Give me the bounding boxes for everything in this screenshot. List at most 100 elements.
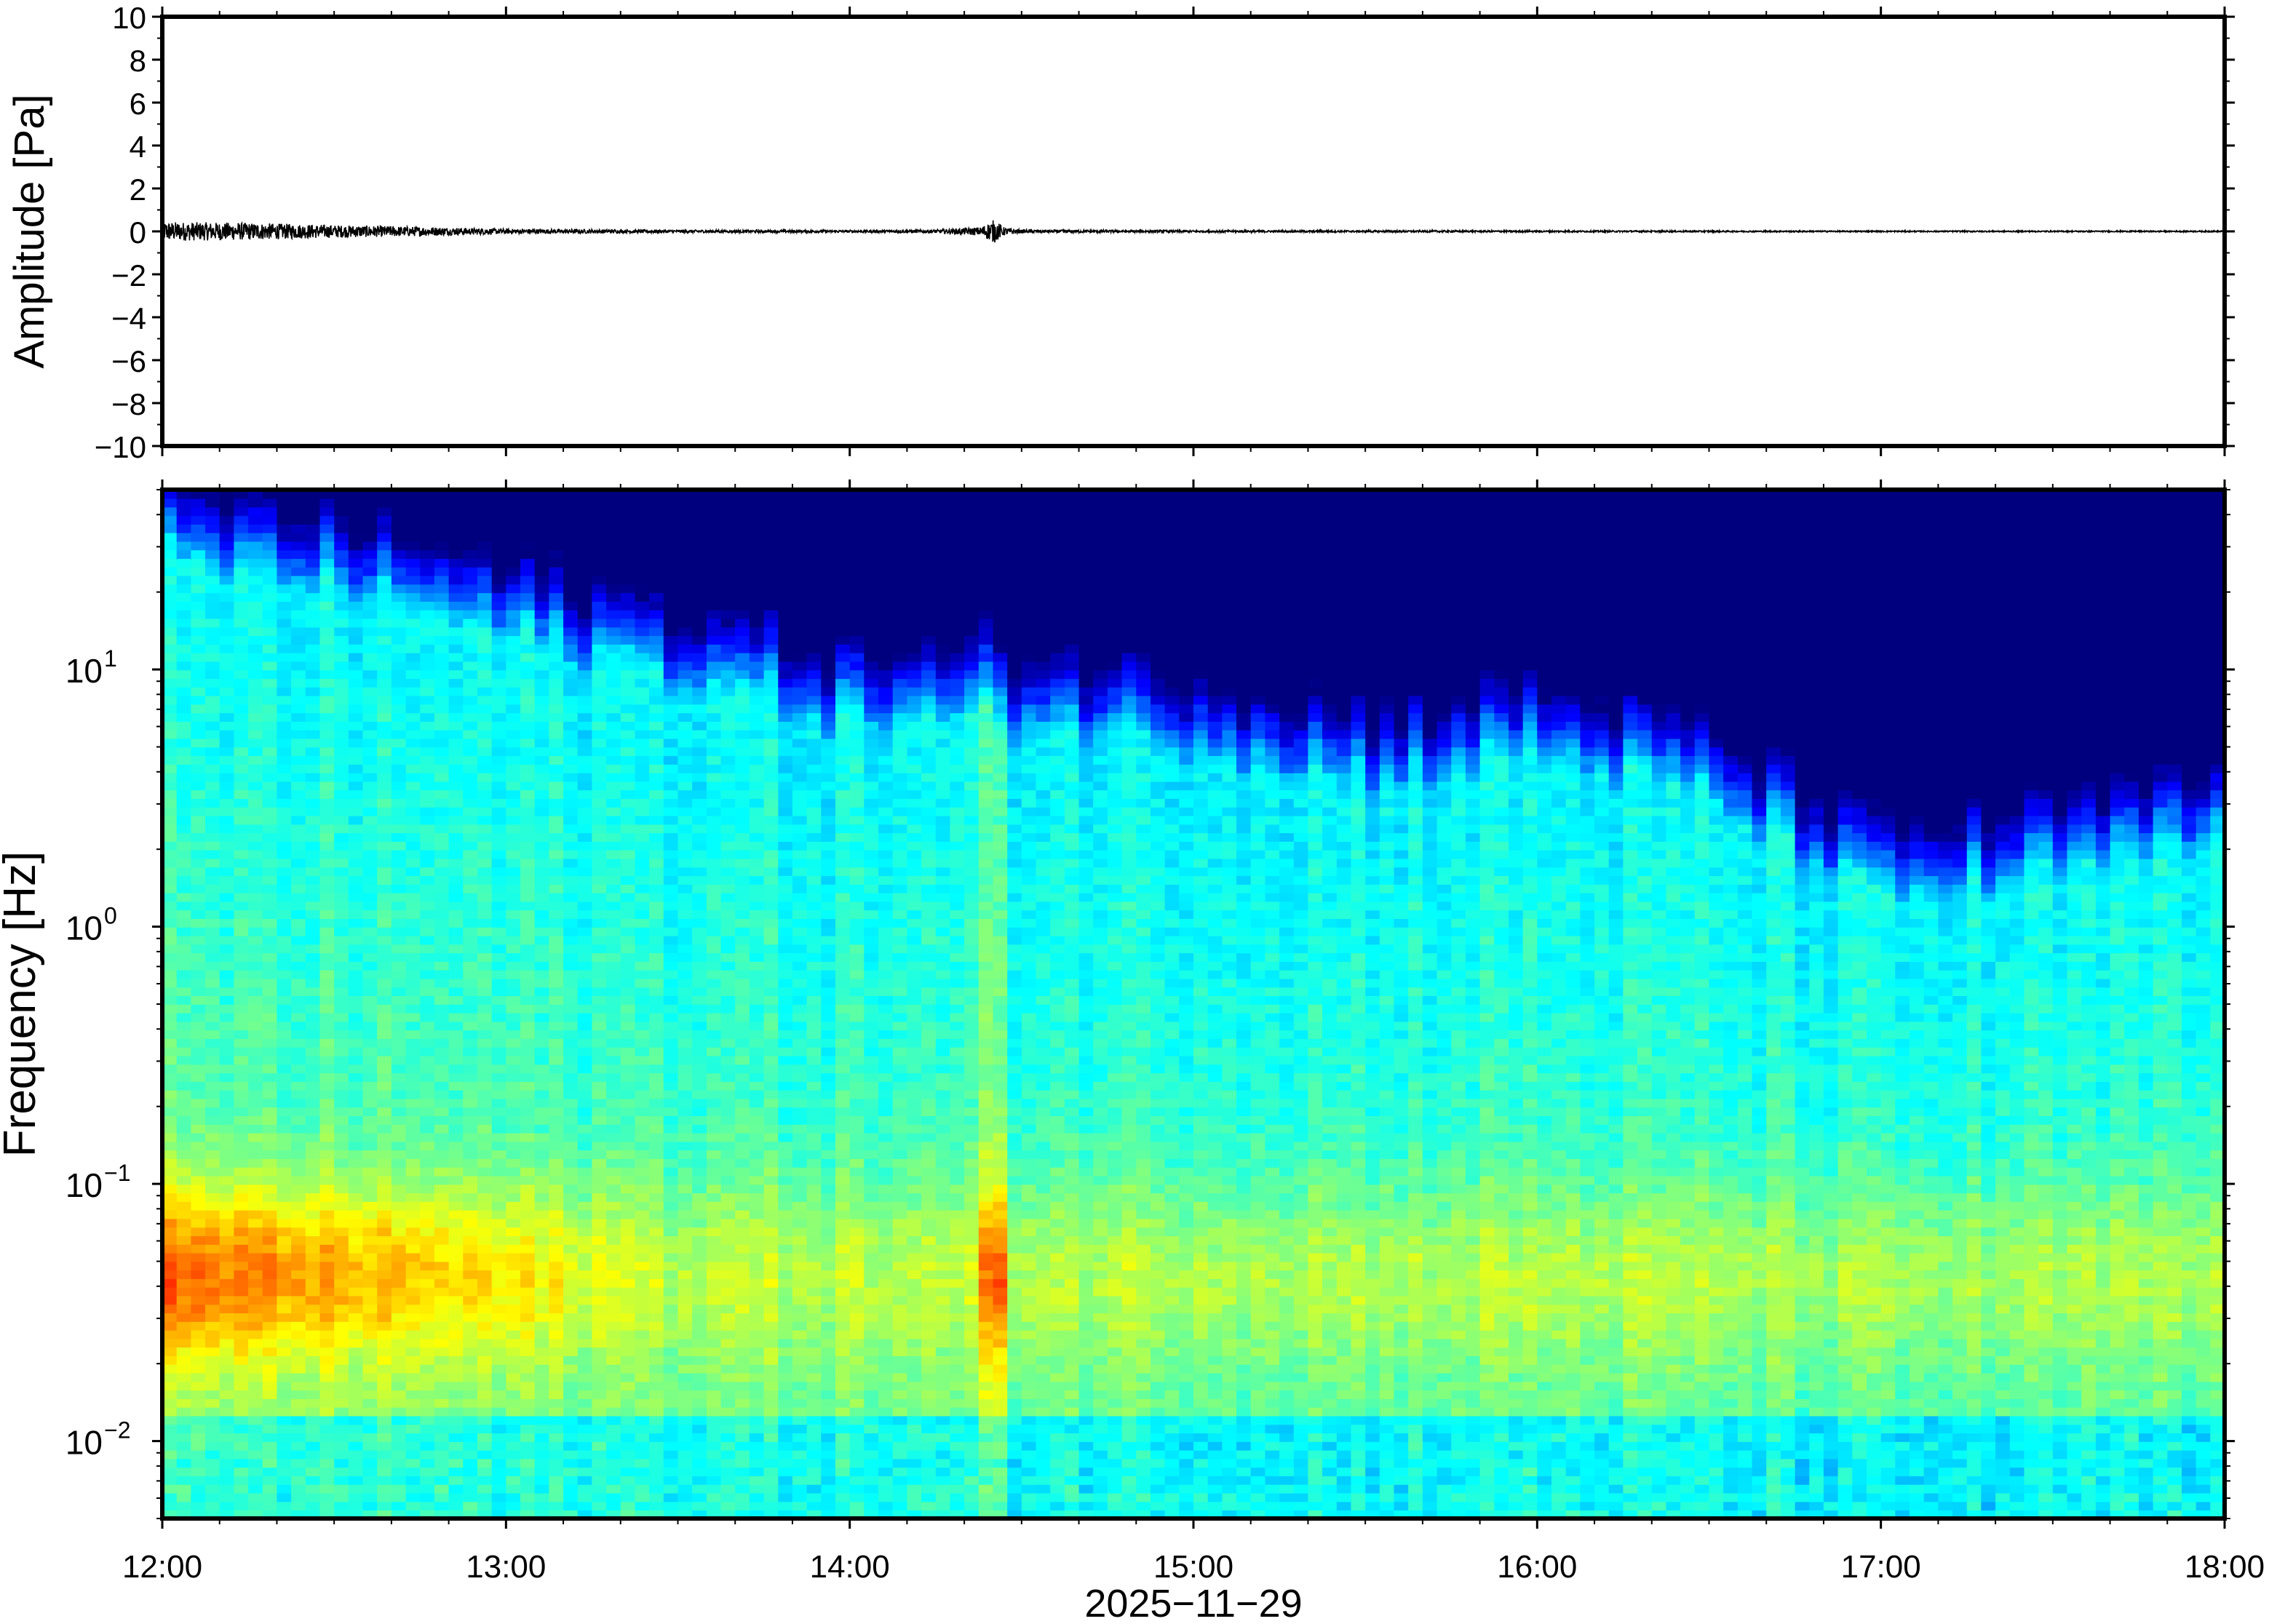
spectrogram-cell [434,635,450,645]
spectrogram-cell [491,987,507,996]
spectrogram-cell [534,1304,550,1313]
spectrogram-cell [463,644,478,653]
spectrogram-cell [448,892,464,902]
spectrogram-cell [348,952,364,962]
spectrogram-cell [377,687,392,696]
spectrogram-cell [534,1295,550,1305]
spectrogram-cell [319,1424,335,1433]
spectrogram-cell [663,1227,679,1236]
spectrogram-cell [377,498,392,508]
spectrogram-cell [334,755,349,765]
spectrogram-cell [377,849,392,859]
spectrogram-cell [191,909,206,919]
spectrogram-cell [592,1467,607,1476]
spectrogram-cell [463,832,478,842]
spectrogram-cell [549,824,564,834]
spectrogram-cell [448,1476,464,1485]
spectrogram-cell [677,832,693,842]
spectrogram-cell [191,738,206,748]
spectrogram-cell [563,1055,579,1065]
spectrogram-cell [377,1132,392,1142]
spectrogram-cell [520,841,536,851]
spectrogram-cell [334,1492,349,1502]
spectrogram-cell [620,909,636,919]
spectrogram-cell [620,601,636,610]
spectrogram-cell [491,841,507,851]
spectrogram-cell [448,515,464,525]
spectrogram-cell [219,1261,235,1271]
spectrogram-cell [305,1132,321,1142]
spectrogram-cell [162,875,178,885]
spectrogram-cell [706,601,722,610]
spectrogram-cell [592,952,607,962]
spectrogram-cell [534,1356,550,1365]
spectrogram-cell [592,1492,607,1502]
spectrogram-cell [606,738,621,748]
spectrogram-cell [248,892,263,902]
spectrogram-cell [348,849,364,859]
spectrogram-cell [319,635,335,645]
spectrogram-cell [248,601,263,610]
spectrogram-cell [649,832,664,842]
spectrogram-cell [520,1166,536,1177]
spectrogram-cell [692,1158,707,1168]
spectrogram-cell [577,1398,593,1408]
spectrogram-cell [592,721,607,731]
spectrogram-cell [491,832,507,842]
spectrogram-cell [262,1329,278,1340]
spectrogram-cell [248,678,263,688]
spectrogram-cell [649,506,664,517]
spectrogram-cell [563,584,579,594]
spectrogram-cell [176,1012,192,1022]
spectrogram-cell [477,832,493,842]
spectrogram-cell [577,781,593,791]
spectrogram-cell [234,618,249,628]
spectrogram-cell [219,755,235,765]
spectrogram-cell [448,558,464,568]
spectrogram-cell [219,721,235,731]
spectrogram-cell [649,1441,664,1451]
spectrogram-cell [577,1492,593,1502]
spectrogram-cell [706,1166,722,1177]
spectrogram-cell [176,532,192,542]
spectrogram-cell [649,1347,664,1356]
spectrogram-cell [176,549,192,560]
spectrogram-cell [362,798,378,808]
spectrogram-cell [563,1141,579,1151]
spectrogram-cell [706,575,722,585]
spectrogram-cell [677,635,693,645]
spectrogram-cell [520,1235,536,1245]
spectrogram-cell [506,1398,521,1408]
spectrogram-cell [663,1449,679,1460]
spectrogram-cell [506,678,521,688]
spectrogram-cell [234,1356,249,1365]
spectrogram-cell [549,764,564,773]
spectrogram-cell [463,1449,478,1460]
spectrogram-cell [448,1347,464,1356]
spectrogram-cell [577,669,593,680]
spectrogram-cell [391,815,407,825]
spectrogram-cell [205,712,220,722]
spectrogram-cell [677,610,693,619]
spectrogram-cell [191,1064,206,1074]
spectrogram-cell [191,1433,206,1442]
spectrogram-cell [677,1441,693,1451]
spectrogram-cell [506,849,521,859]
spectrogram-cell [319,1501,335,1510]
spectrogram-cell [477,1235,493,1245]
spectrogram-cell [463,969,478,979]
spectrogram-cell [534,678,550,688]
spectrogram-cell [205,490,220,499]
spectrogram-cell [305,695,321,705]
spectrogram-cell [219,1313,235,1322]
spectrogram-cell [563,549,579,560]
spectrogram-cell [549,1124,564,1134]
spectrogram-cell [534,1166,550,1177]
spectrogram-cell [491,712,507,722]
spectrogram-cell [491,601,507,610]
spectrogram-cell [248,1286,263,1297]
spectrogram-cell [592,1449,607,1460]
spectrogram-cell [620,626,636,637]
spectrogram-cell [720,1492,736,1502]
spectrogram-cell [720,1252,736,1262]
